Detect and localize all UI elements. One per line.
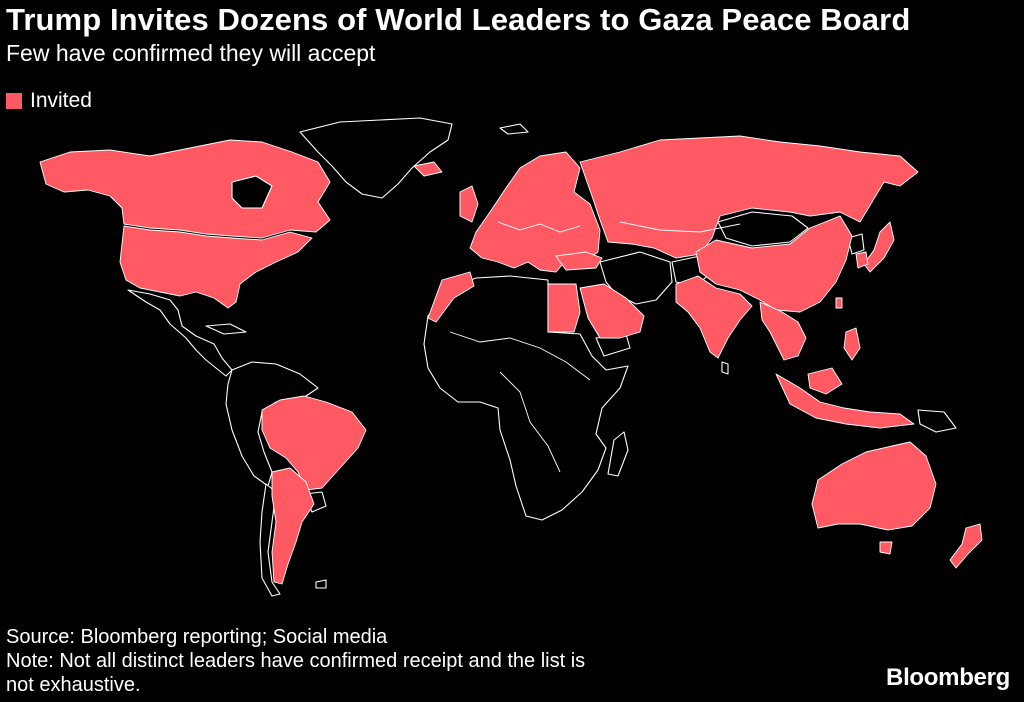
region-new-zealand: [949, 523, 983, 569]
region-hudson-bay: [231, 175, 273, 209]
region-turkey: [555, 251, 603, 271]
region-mongolia: [717, 211, 809, 247]
chart-title: Trump Invites Dozens of World Leaders to…: [6, 2, 911, 37]
region-falklands: [315, 579, 327, 589]
world-map: [0, 112, 1024, 617]
region-svalbard: [499, 123, 529, 135]
region-argentina-paraguay: [271, 467, 315, 585]
border-lines-europe: [497, 221, 581, 233]
legend: Invited: [6, 89, 92, 113]
region-northern-south-america: [225, 361, 319, 487]
source-note: Source: Bloomberg reporting; Social medi…: [6, 626, 388, 648]
region-southeast-asia: [759, 301, 807, 361]
legend-swatch-invited: [6, 93, 22, 109]
legend-label-invited: Invited: [30, 89, 92, 112]
region-uk-ireland: [459, 185, 479, 223]
footer: Source: Bloomberg reporting; Social medi…: [6, 625, 585, 697]
border-lines-asia: [619, 221, 741, 233]
bloomberg-logo: Bloomberg: [886, 664, 1010, 691]
region-north-korea: [847, 233, 865, 255]
chart-subtitle: Few have confirmed they will accept: [6, 40, 376, 66]
region-iceland: [413, 161, 443, 177]
region-tasmania: [879, 541, 893, 555]
region-europe: [469, 151, 601, 273]
region-philippines: [843, 327, 861, 361]
region-borneo: [807, 367, 843, 395]
border-lines-africa: [449, 331, 591, 381]
region-sri-lanka: [721, 361, 729, 375]
region-madagascar: [607, 431, 629, 477]
region-south-asia: [675, 275, 753, 359]
region-arabian-peninsula: [579, 283, 645, 339]
region-china: [695, 215, 853, 313]
region-middle-east: [599, 251, 673, 305]
region-taiwan: [835, 297, 843, 309]
region-canada: [39, 139, 331, 239]
region-mexico-central-america: [127, 289, 233, 377]
region-japan: [863, 221, 895, 273]
note-line-2: not exhaustive.: [6, 674, 141, 696]
region-united-states: [119, 225, 313, 309]
border-lines-africa-2: [499, 371, 561, 473]
region-australia: [811, 441, 937, 531]
region-russia-central-asia: [579, 135, 919, 259]
region-egypt: [547, 283, 581, 333]
region-greenland: [299, 117, 453, 199]
region-south-korea: [855, 251, 869, 269]
region-morocco: [427, 271, 475, 323]
note-line-1: Note: Not all distinct leaders have conf…: [6, 650, 586, 672]
region-indonesia: [775, 373, 915, 429]
region-brazil: [261, 395, 367, 491]
region-cuba: [205, 323, 247, 335]
region-papua-new-guinea: [917, 409, 957, 433]
region-chile: [259, 483, 281, 597]
